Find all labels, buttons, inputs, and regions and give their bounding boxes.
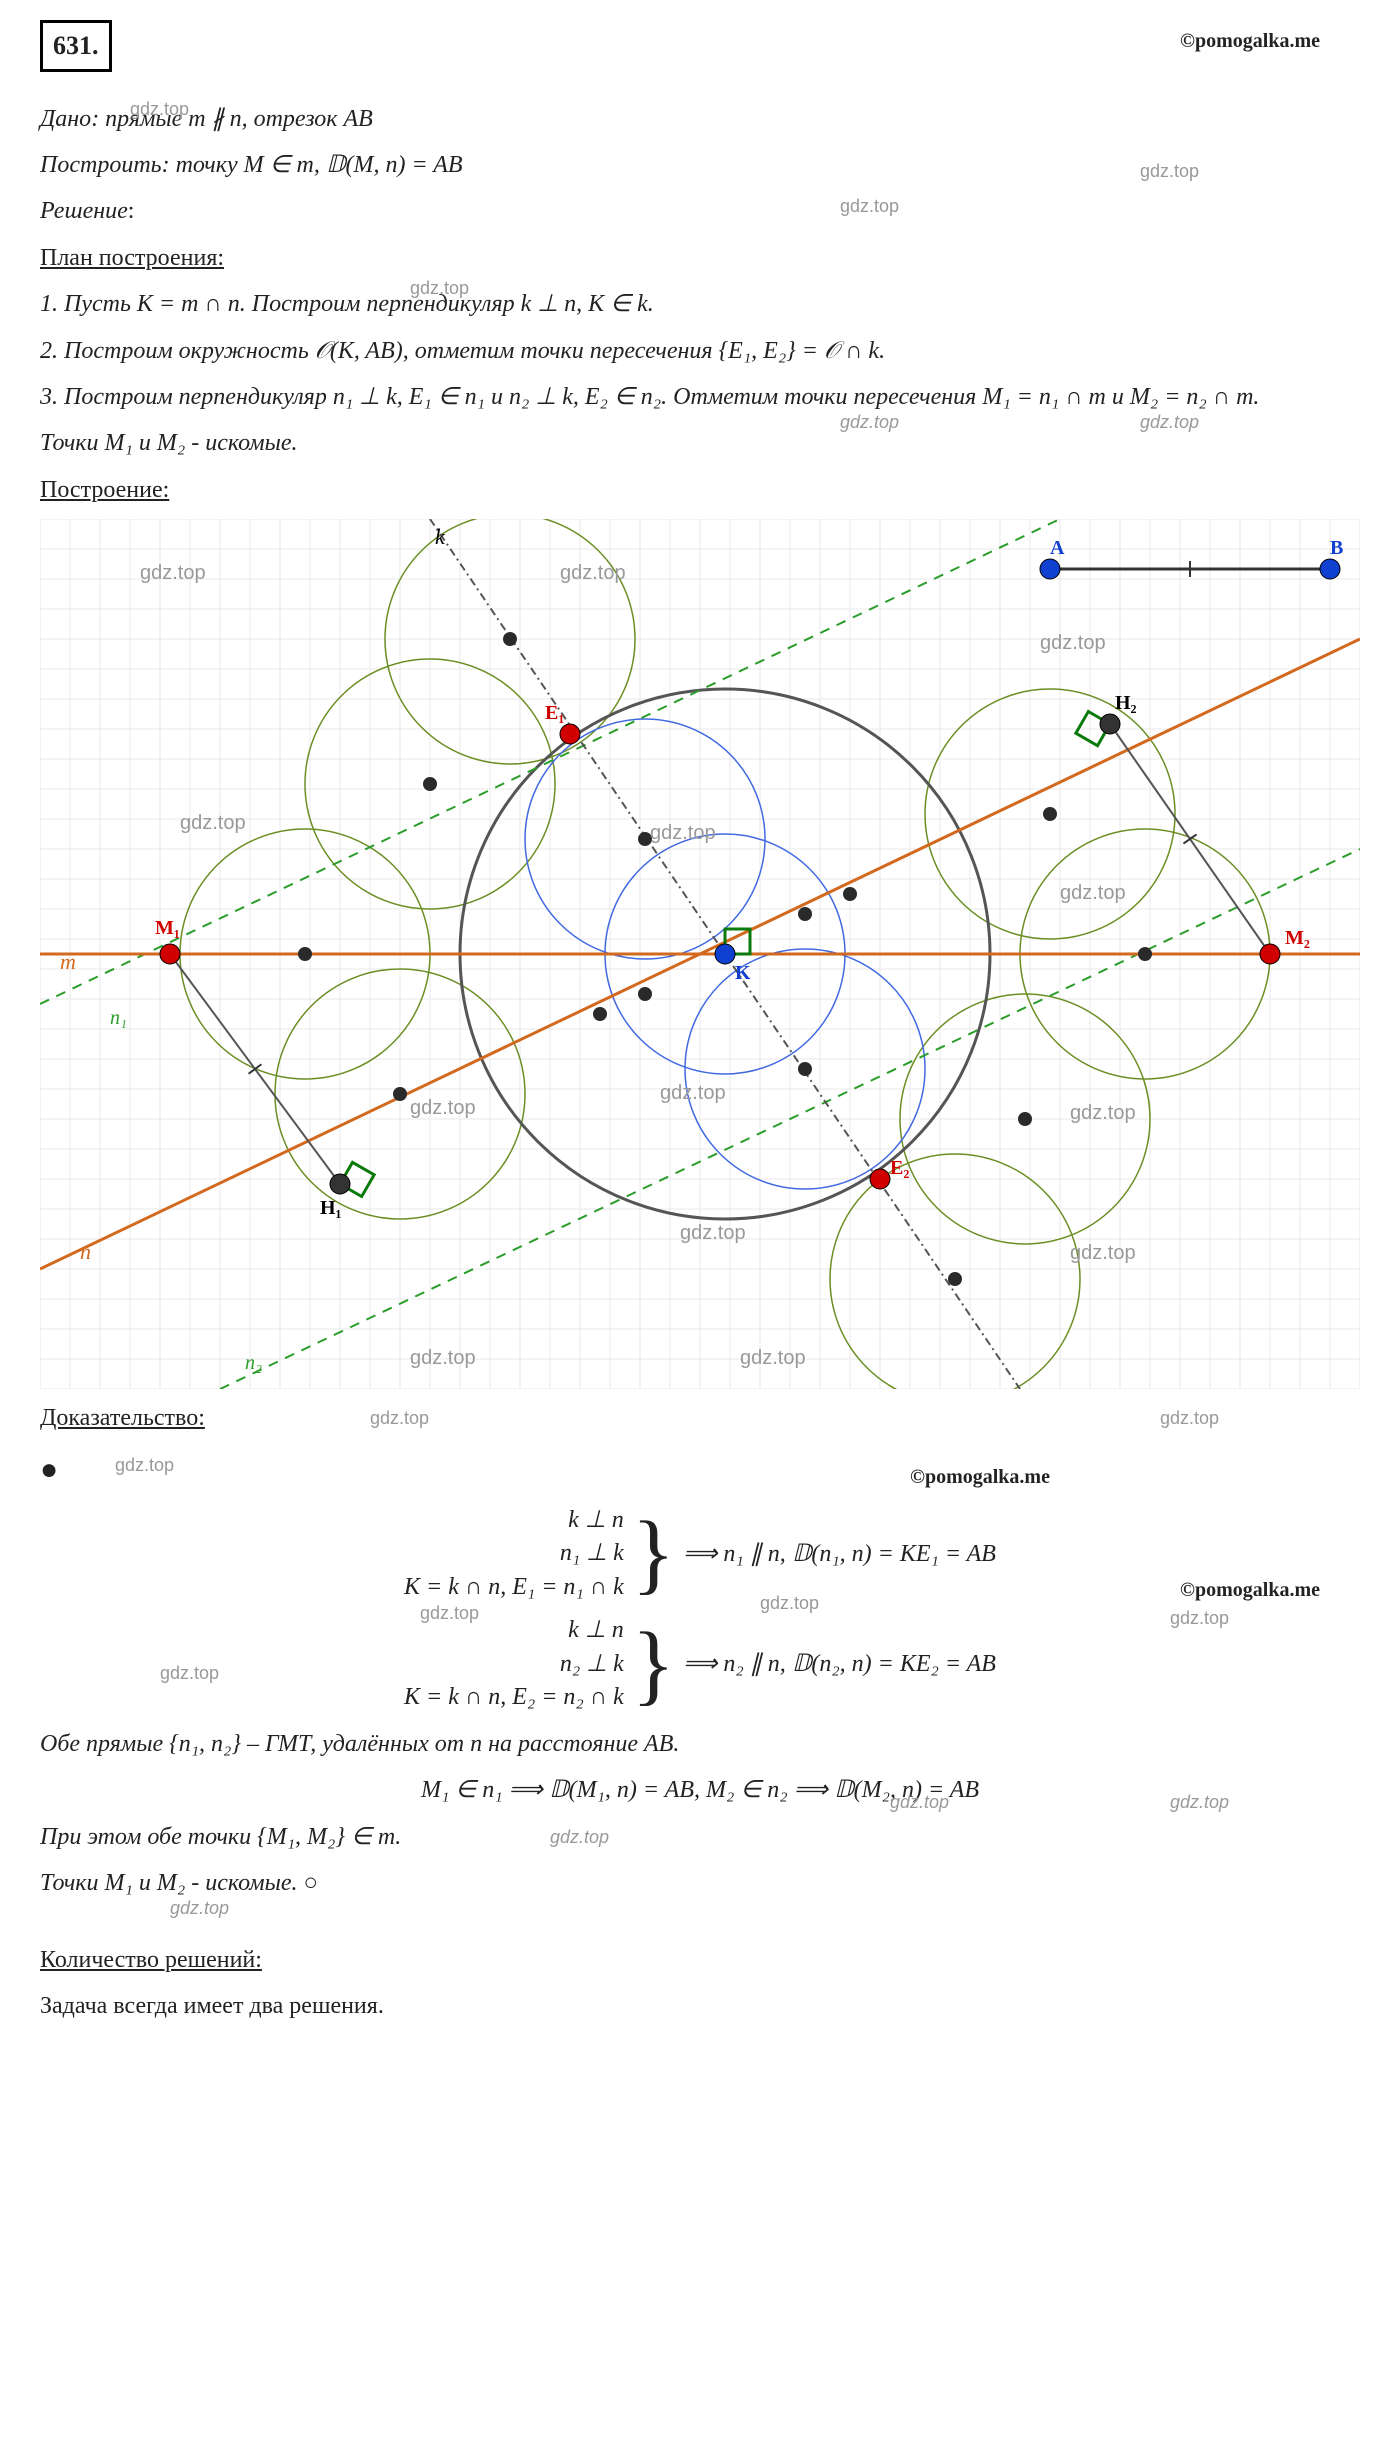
copyright-top: ©pomogalka.me: [1180, 25, 1320, 57]
implication-statement: M₁ ∈ n₁ ⟹ 𝔻(M₁, n) = AB, M₂ ∈ n₂ ⟹ 𝔻(M₂,…: [40, 1771, 1360, 1809]
svg-text:gdz.top: gdz.top: [410, 1097, 476, 1119]
watermark: gdz.top: [760, 1589, 819, 1618]
proof-brace-2: gdz.top gdz.top gdz.top k ⊥ n n₂ ⊥ k K =…: [40, 1614, 1360, 1715]
final-statement: Точки M₁ и M₂ - искомые. ○ gdz.top: [40, 1864, 1360, 1902]
solution-label: Решение: [40, 198, 128, 224]
svg-text:gdz.top: gdz.top: [1060, 882, 1126, 904]
plan-step-3: 3. Построим перпендикуляр n₁ ⊥ k, E₁ ∈ n…: [40, 378, 1360, 416]
svg-text:n₂: n₂: [245, 1352, 262, 1374]
svg-text:gdz.top: gdz.top: [410, 1347, 476, 1369]
plan-conclusion: Точки M₁ и M₂ - искомые.: [40, 424, 1360, 462]
gmt-statement: Обе прямые {n₁, n₂} – ГМТ, удалённых от …: [40, 1725, 1360, 1763]
copyright-proof: ©pomogalka.me: [910, 1461, 1050, 1493]
count-text: Задача всегда имеет два решения.: [40, 1987, 1360, 2025]
svg-text:E₁: E₁: [545, 702, 564, 724]
svg-text:H₂: H₂: [1115, 692, 1137, 714]
construction-heading: Построение:: [40, 477, 169, 503]
svg-text:n₁: n₁: [110, 1007, 127, 1029]
svg-text:A: A: [1050, 537, 1065, 559]
copyright-proof-2: ©pomogalka.me: [1180, 1574, 1320, 1606]
count-heading: Количество решений:: [40, 1947, 262, 1973]
svg-text:gdz.top: gdz.top: [660, 1082, 726, 1104]
proof-heading: Доказательство:: [40, 1405, 205, 1431]
svg-text:H₁: H₁: [320, 1197, 342, 1219]
svg-text:gdz.top: gdz.top: [1070, 1102, 1136, 1124]
svg-text:gdz.top: gdz.top: [180, 812, 246, 834]
svg-text:gdz.top: gdz.top: [650, 822, 716, 844]
given-label: Дано: [40, 106, 91, 132]
svg-text:M₂: M₂: [1285, 927, 1310, 949]
watermark: gdz.top: [370, 1404, 429, 1433]
plan-step-1: 1. Пусть K = m ∩ n. Построим перпендикул…: [40, 285, 1360, 323]
svg-text:m: m: [60, 949, 76, 974]
svg-text:B: B: [1330, 537, 1343, 559]
construct-label: Построить: [40, 152, 162, 178]
svg-text:gdz.top: gdz.top: [1040, 632, 1106, 654]
svg-text:M₁: M₁: [155, 917, 180, 939]
construct-text: : точку M ∈ m, 𝔻(M, n) = AB: [162, 152, 463, 178]
proof-brace-1: k ⊥ n n₁ ⊥ k K = k ∩ n, E₁ = n₁ ∩ k } ⟹ …: [40, 1504, 1360, 1605]
watermark: gdz.top: [115, 1451, 174, 1480]
watermark: gdz.top: [160, 1659, 219, 1688]
svg-text:gdz.top: gdz.top: [680, 1222, 746, 1244]
svg-text:n: n: [80, 1239, 91, 1264]
svg-text:K: K: [735, 962, 751, 984]
svg-text:gdz.top: gdz.top: [560, 562, 626, 584]
given-text: : прямые m ∦ n, отрезок AB: [91, 106, 373, 132]
bullet-icon: ●: [40, 1453, 58, 1486]
svg-text:gdz.top: gdz.top: [140, 562, 206, 584]
watermark: gdz.top: [550, 1823, 609, 1852]
both-points: При этом обе точки {M₁, M₂} ∈ m. gdz.top…: [40, 1818, 1360, 1856]
geometry-diagram: n₁ n₂ k m n K E₁ E₂ M₁ M₂ H₁ H₂ A Bgdz.top gdz.top gdz.…: [40, 519, 1360, 1389]
svg-text:E₂: E₂: [890, 1157, 909, 1179]
svg-text:gdz.top: gdz.top: [1070, 1242, 1136, 1264]
svg-text:k: k: [435, 524, 446, 549]
plan-step-2: 2. Построим окружность 𝒪(K, AB), отметим…: [40, 332, 1360, 370]
problem-number: 631.: [40, 20, 112, 72]
watermark: gdz.top: [1160, 1404, 1219, 1433]
plan-heading: План построения:: [40, 245, 224, 271]
svg-text:gdz.top: gdz.top: [740, 1347, 806, 1369]
watermark: gdz.top: [1170, 1604, 1229, 1633]
watermark: gdz.top: [840, 192, 899, 221]
